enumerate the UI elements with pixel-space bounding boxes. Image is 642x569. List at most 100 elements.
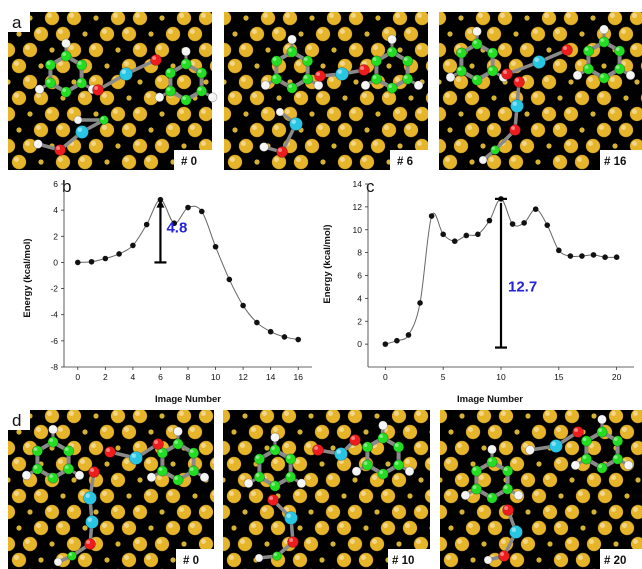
barrier-arrowhead [156,199,165,208]
gold-atom [22,42,38,58]
hydrogen-atom-highlight [174,428,178,432]
gold-atom [8,536,16,552]
gold-atom-small [254,159,260,165]
atom [312,444,324,456]
gold-atom [209,60,212,72]
carbon-atom [370,73,382,85]
carbon-atom [196,85,208,97]
data-point [440,231,446,238]
gold-atom-highlight [91,173,96,178]
carbon-atom-highlight [388,84,392,88]
metal-atom [509,525,523,539]
gold-atom [486,122,502,138]
carbon-atom [402,73,414,85]
data-point [613,254,620,260]
gold-atom [121,154,137,170]
gold-atom-highlight [426,490,430,496]
gold-atom [55,520,71,536]
gold-atom [143,456,159,472]
gold-atom [224,106,232,122]
gold-atom [476,171,490,185]
chart-c-xlabel: Image Number [457,394,523,405]
gold-atom [541,74,557,90]
gold-atom-highlight [57,458,63,465]
gold-atom-highlight [631,12,637,18]
atom-highlight [56,146,60,150]
gold-atom-small [60,493,66,499]
gold-atom-highlight [101,28,108,34]
snap-label-box-a6 [390,150,428,170]
y-tick-label: 10 [353,225,363,235]
gold-atom [33,424,49,440]
atom [490,145,500,155]
gold-atom-highlight [415,442,422,449]
gold-atom-small [16,525,22,531]
gold-atom-highlight [35,28,41,34]
carbon-atom-highlight [615,47,620,51]
gold-atom [66,536,82,552]
carbon-atom-highlight [600,74,604,78]
metal-atom-highlight [87,517,92,522]
metal-atom [532,55,546,69]
hydrogen-atom [487,444,497,455]
snap-label-box-d10 [388,549,430,569]
gold-atom-highlight [189,28,195,34]
gold-atom-highlight [13,490,19,497]
gold-atom [270,520,286,536]
gold-atom-highlight [261,506,268,512]
gold-atom-small [243,15,249,21]
gold-atom [413,410,429,424]
x-tick-label: 10 [496,372,506,382]
gold-atom [337,122,353,138]
gold-atom-highlight [90,76,97,83]
carbon-atom [180,58,192,70]
gold-atom [563,106,579,122]
data-point [532,206,539,212]
gold-atom [238,138,254,154]
gold-atom-highlight [145,156,151,162]
gold-atom-highlight [200,442,206,449]
gold-atom [143,552,159,568]
carbon-atom-highlight [46,79,51,83]
gold-atom-small [319,461,325,467]
carbon-atom [598,36,610,48]
atom [483,555,493,565]
gold-atom-small [232,31,238,37]
gold-atom-highlight [68,538,75,544]
carbon-atom-highlight [62,88,66,92]
gold-atom [391,504,407,520]
gold-atom-small [342,95,348,101]
gold-atom-highlight [179,173,184,178]
gold-atom-highlight [599,522,605,528]
gold-atom-highlight [610,474,616,481]
barrier-label: 12.7 [508,279,537,296]
gold-atom [248,424,264,440]
gold-atom-small [115,541,121,547]
gold-atom [486,154,502,170]
gold-atom-highlight [631,108,637,115]
gold-atom-small [16,429,22,435]
carbon-atom-highlight [197,87,202,91]
gold-atom-highlight [434,141,439,146]
carbon-atom [188,465,200,477]
carbon-atom [402,55,414,67]
gold-atom-highlight [510,92,516,99]
gold-atom-highlight [338,522,345,528]
gold-atom-highlight [382,522,389,528]
gold-atom [305,171,319,185]
gold-atom [99,26,115,42]
gold-atom-small [93,15,99,21]
gold-atom-small [308,509,314,515]
carbon-atom [502,465,514,477]
gold-atom-highlight [478,173,483,178]
carbon-atom-highlight [394,443,399,447]
gold-atom [77,154,93,170]
gold-atom-small [231,429,237,435]
gold-atom-small [579,127,585,133]
gold-atom-highlight [532,92,538,99]
x-tick-label: 14 [266,372,276,382]
gold-atom-highlight [47,173,52,178]
gold-atom-small [569,477,575,483]
gold-atom [304,42,320,58]
gold-atom [439,138,447,154]
